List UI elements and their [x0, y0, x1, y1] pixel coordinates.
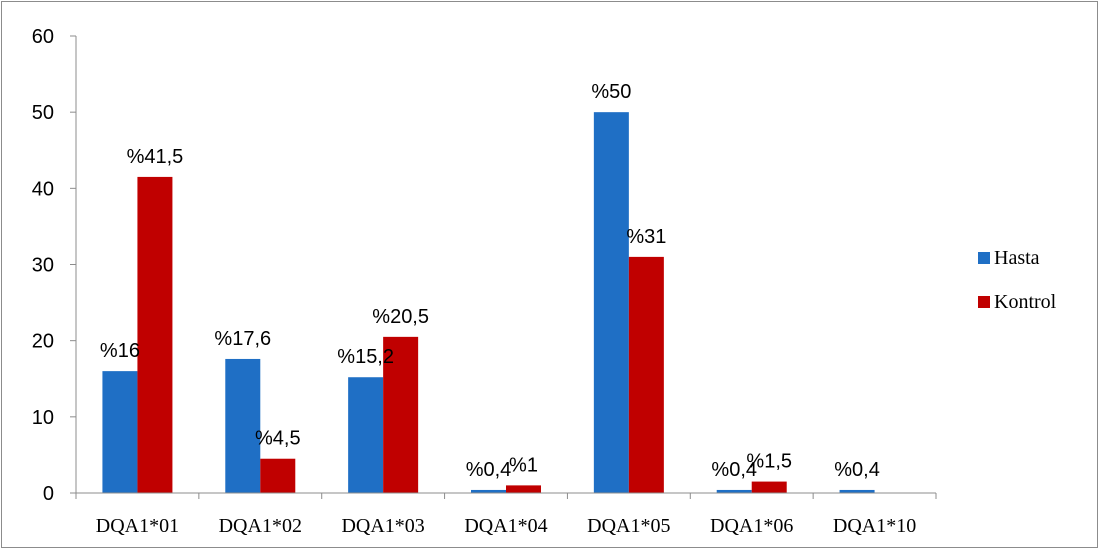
- category-labels: DQA1*01 DQA1*02 DQA1*03 DQA1*04 DQA1*05 DQA1*…: [75, 493, 937, 537]
- legend-label-kontrol: Kontrol: [994, 291, 1057, 313]
- y-tick-label: 40: [32, 178, 54, 200]
- y-tick-label: 20: [32, 331, 54, 353]
- bar-hasta: [839, 489, 875, 493]
- category-label: DQA1*10: [833, 515, 916, 537]
- bar-kontrol: [751, 481, 787, 493]
- bar-kontrol: [137, 176, 173, 494]
- data-label-kontrol: %31: [626, 226, 666, 248]
- bars: [102, 112, 875, 494]
- bar-hasta: [102, 371, 138, 493]
- legend: Hasta Kontrol: [978, 247, 1057, 313]
- data-label-hasta: %0,4: [466, 459, 512, 481]
- data-label-kontrol: %4,5: [255, 428, 301, 450]
- data-label-kontrol: %1: [509, 454, 538, 476]
- bar-kontrol: [628, 256, 664, 493]
- y-tick-label: 60: [32, 26, 54, 48]
- data-label-hasta: %16: [100, 340, 140, 362]
- category-label: DQA1*04: [464, 515, 547, 537]
- bar-kontrol: [506, 485, 541, 493]
- category-label: DQA1*05: [587, 515, 670, 537]
- data-label-hasta: %17,6: [214, 328, 271, 350]
- data-label-kontrol: %41,5: [127, 146, 184, 168]
- bar-hasta: [471, 489, 506, 493]
- category-label: DQA1*06: [710, 515, 793, 537]
- legend-swatch-hasta: [978, 252, 990, 264]
- y-tick-label: 0: [43, 483, 54, 505]
- y-tick-label: 30: [32, 255, 54, 277]
- bar-hasta: [348, 377, 384, 493]
- data-label-hasta: %0,4: [711, 459, 757, 481]
- legend-label-hasta: Hasta: [994, 247, 1040, 269]
- data-label-hasta: %15,2: [337, 346, 394, 368]
- data-label-kontrol: %1,5: [746, 451, 792, 473]
- legend-swatch-kontrol: [978, 296, 990, 308]
- y-axis-ticks: 0 10 20 30 40 50 60: [32, 26, 76, 505]
- y-tick-label: 10: [32, 407, 54, 429]
- data-label-hasta: %0,4: [834, 459, 880, 481]
- bar-kontrol: [260, 458, 296, 493]
- bar-hasta: [716, 489, 752, 493]
- data-label-hasta: %50: [591, 81, 631, 103]
- bar-kontrol: [383, 336, 419, 493]
- category-label: DQA1*03: [341, 515, 424, 537]
- data-label-kontrol: %20,5: [372, 306, 429, 328]
- bar-hasta: [225, 358, 261, 493]
- y-tick-label: 50: [32, 102, 54, 124]
- bar-hasta: [593, 112, 629, 494]
- category-label: DQA1*02: [219, 515, 302, 537]
- category-label: DQA1*01: [96, 515, 179, 537]
- data-labels: %16 %17,6 %15,2 %0,4 %50 %0,4 %0,4 %41,5 %4,5 %20…: [100, 81, 880, 481]
